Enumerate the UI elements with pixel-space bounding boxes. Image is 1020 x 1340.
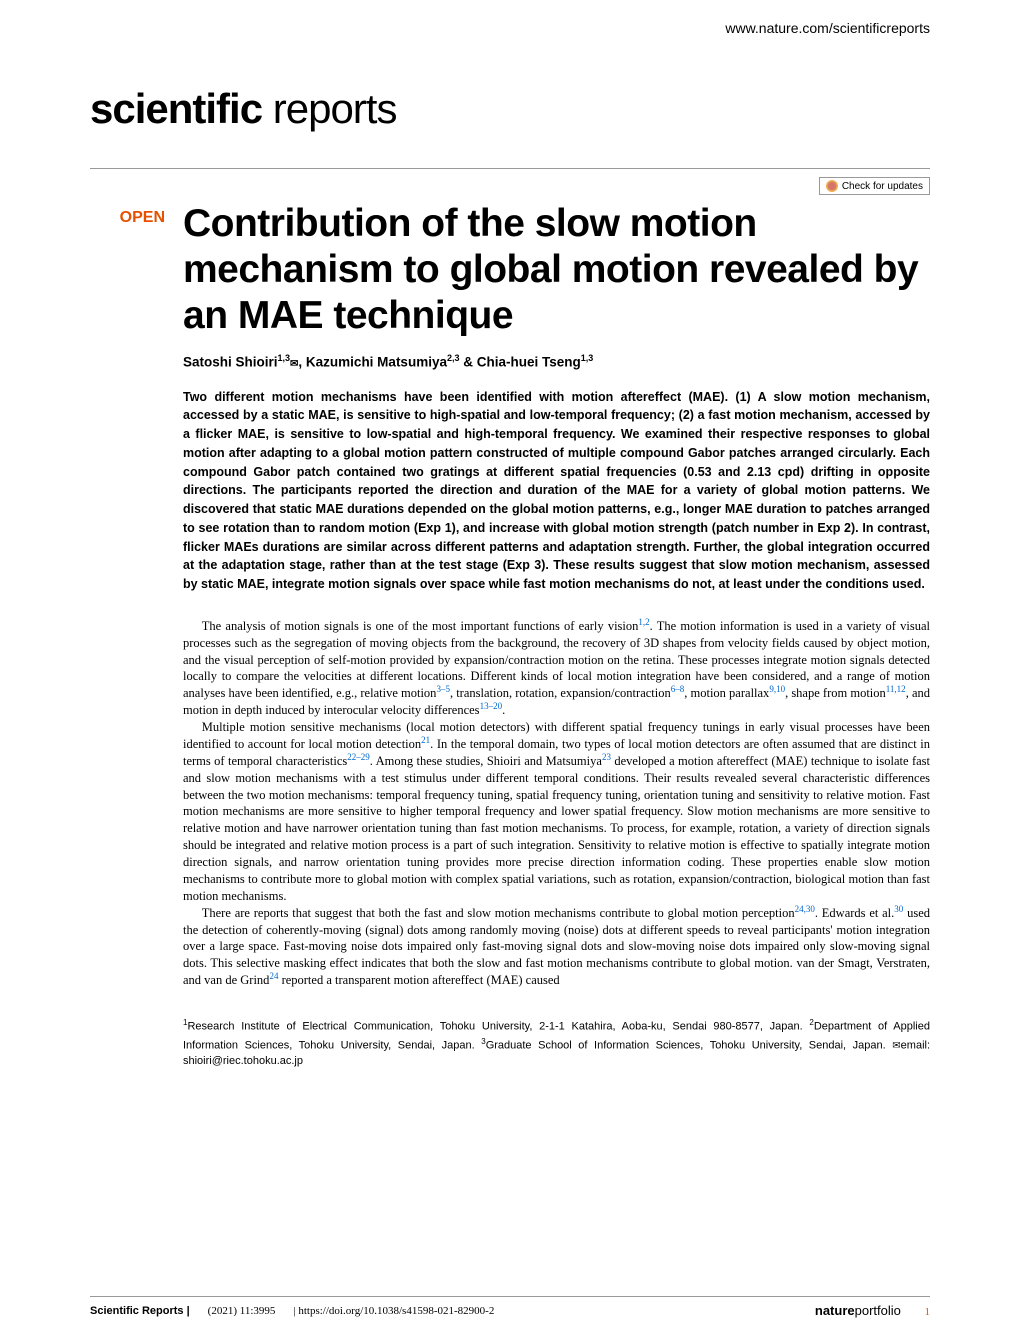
paragraph-2: Multiple motion sensitive mechanisms (lo… — [183, 719, 930, 905]
ref-link[interactable]: 24,30 — [795, 904, 815, 914]
right-column: Contribution of the slow motion mechanis… — [183, 201, 930, 1070]
email-label: email: — [901, 1039, 930, 1051]
logo-bold: scientific — [90, 85, 262, 132]
ref-link[interactable]: 30 — [894, 904, 903, 914]
authors-line: Satoshi Shioiri1,3✉, Kazumichi Matsumiya… — [183, 353, 930, 370]
author-1: Satoshi Shioiri — [183, 355, 278, 370]
paragraph-1: The analysis of motion signals is one of… — [183, 618, 930, 719]
ref-link[interactable]: 3–5 — [436, 684, 450, 694]
article-layout: OPEN Contribution of the slow motion mec… — [90, 201, 930, 1070]
open-access-tag: OPEN — [90, 209, 165, 227]
ref-link[interactable]: 21 — [421, 735, 430, 745]
ref-link[interactable]: 9,10 — [769, 684, 785, 694]
footer-doi[interactable]: | https://doi.org/10.1038/s41598-021-829… — [293, 1305, 494, 1317]
paragraph-3: There are reports that suggest that both… — [183, 905, 930, 989]
footer: Scientific Reports | (2021) 11:3995 | ht… — [90, 1296, 930, 1318]
aff-3: Graduate School of Information Sciences,… — [486, 1039, 893, 1051]
check-updates-label: Check for updates — [842, 181, 923, 192]
email[interactable]: shioiri@riec.tohoku.ac.jp — [183, 1055, 303, 1067]
ref-link[interactable]: 1,2 — [638, 617, 649, 627]
left-column: OPEN — [90, 201, 165, 1070]
check-updates-container: Check for updates — [90, 177, 930, 196]
ref-link[interactable]: 23 — [602, 752, 611, 762]
ref-link[interactable]: 13–20 — [480, 701, 503, 711]
footer-citation: (2021) 11:3995 — [208, 1305, 276, 1317]
footer-left: Scientific Reports | (2021) 11:3995 | ht… — [90, 1305, 494, 1317]
abstract: Two different motion mechanisms have bee… — [183, 388, 930, 594]
author-1-sup: 1,3 — [278, 353, 291, 363]
author-2-sup: 2,3 — [447, 353, 460, 363]
ref-link[interactable]: 6–8 — [671, 684, 685, 694]
body-text: The analysis of motion signals is one of… — [183, 618, 930, 989]
author-3-sup: 1,3 — [581, 353, 594, 363]
envelope-icon: ✉ — [892, 1040, 900, 1051]
ref-link[interactable]: 22–29 — [347, 752, 370, 762]
aff-1: Research Institute of Electrical Communi… — [187, 1021, 809, 1033]
journal-logo: scientific reports — [90, 85, 930, 133]
header-divider — [90, 168, 930, 169]
nature-portfolio-logo: natureportfolio — [815, 1303, 905, 1318]
author-2: , Kazumichi Matsumiya — [298, 355, 447, 370]
footer-journal: Scientific Reports | — [90, 1305, 190, 1317]
header-url[interactable]: www.nature.com/scientificreports — [725, 20, 930, 36]
page-container: www.nature.com/scientificreports scienti… — [0, 0, 1020, 1340]
footer-right: natureportfolio 1 — [815, 1303, 930, 1318]
crossmark-icon — [826, 180, 838, 192]
affiliations: 1Research Institute of Electrical Commun… — [183, 1017, 930, 1070]
page-number: 1 — [925, 1306, 931, 1318]
ref-link[interactable]: 11,12 — [886, 684, 906, 694]
check-updates-button[interactable]: Check for updates — [819, 177, 930, 195]
article-title: Contribution of the slow motion mechanis… — [183, 201, 930, 339]
logo-light: reports — [262, 85, 396, 132]
author-3: & Chia-huei Tseng — [459, 355, 580, 370]
